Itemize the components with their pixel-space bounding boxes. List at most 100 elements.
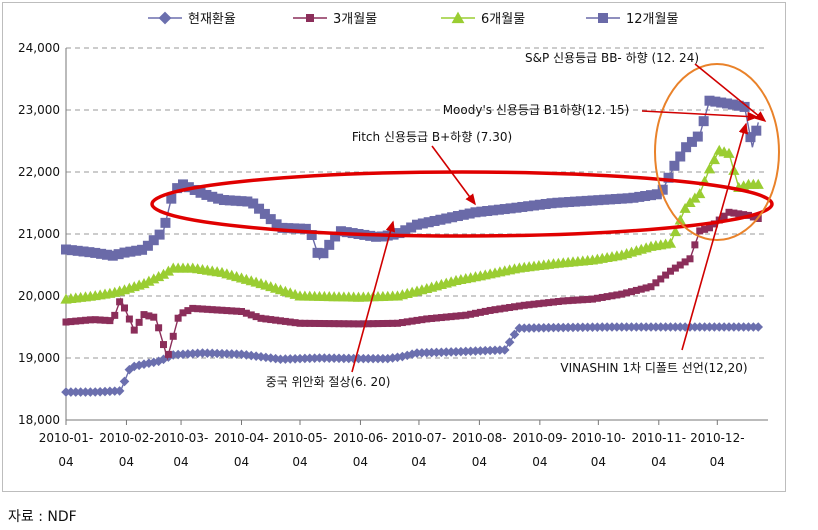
data-point — [679, 202, 691, 213]
data-point — [324, 239, 335, 250]
data-point — [608, 292, 616, 300]
data-point — [616, 322, 627, 332]
data-point — [540, 299, 548, 307]
data-point — [727, 99, 738, 110]
data-point — [481, 307, 489, 315]
data-point — [436, 347, 447, 358]
data-point — [441, 213, 452, 224]
data-point — [400, 225, 411, 236]
data-point — [723, 147, 735, 158]
data-point — [628, 192, 639, 203]
x-tick-label-day: 04 — [411, 455, 426, 469]
data-point — [312, 247, 323, 258]
data-point — [257, 314, 265, 322]
data-point — [335, 226, 346, 237]
y-tick-label: 24,000 — [18, 41, 60, 55]
data-point — [295, 223, 305, 234]
data-point — [139, 359, 149, 369]
data-point — [690, 322, 700, 332]
data-point — [665, 322, 676, 332]
data-point — [748, 322, 759, 332]
y-tick-label: 21,000 — [18, 227, 60, 241]
data-point — [598, 13, 608, 23]
data-point — [345, 320, 353, 328]
y-tick-label: 22,000 — [18, 165, 60, 179]
data-point — [587, 322, 598, 333]
data-point — [460, 346, 471, 357]
x-tick-label: 2010-05- — [273, 431, 327, 445]
data-point — [496, 305, 504, 313]
data-point — [456, 346, 466, 357]
x-tick-label: 2010-07- — [392, 431, 446, 445]
data-point — [75, 387, 86, 397]
data-point — [86, 316, 94, 324]
data-point — [325, 320, 333, 328]
data-point — [77, 317, 85, 325]
data-point — [162, 265, 174, 276]
data-point — [378, 353, 388, 364]
data-point — [96, 316, 104, 324]
grid-lines — [66, 47, 768, 359]
data-point — [720, 212, 728, 220]
data-point — [587, 195, 598, 206]
data-point — [470, 207, 481, 218]
data-point — [164, 350, 172, 358]
data-point — [242, 196, 253, 207]
data-point — [194, 305, 202, 313]
data-point — [174, 314, 182, 322]
x-tick-label: 2010-12- — [690, 431, 744, 445]
data-point — [137, 244, 148, 255]
annotation-arrow — [641, 110, 759, 122]
data-point — [530, 300, 538, 308]
legend-label: 12개월물 — [626, 12, 678, 27]
data-point — [335, 320, 343, 328]
annotation-text: Moody's 신용등급 B1하향(12. 15) — [443, 103, 630, 117]
data-point — [187, 348, 198, 359]
data-point — [618, 290, 626, 298]
data-point — [651, 322, 661, 332]
data-point — [655, 322, 666, 332]
data-point — [642, 284, 650, 292]
data-point — [452, 312, 460, 320]
data-point — [431, 347, 442, 358]
data-point — [387, 353, 398, 363]
data-point — [511, 202, 522, 213]
data-point — [242, 309, 250, 317]
legend-item-4: 12개월물 — [586, 12, 678, 27]
data-point — [554, 298, 562, 306]
data-point — [224, 195, 235, 206]
data-point — [248, 198, 259, 209]
data-point — [247, 311, 255, 319]
data-point — [114, 386, 125, 396]
data-point — [412, 348, 422, 358]
data-point — [417, 218, 428, 229]
data-point — [301, 319, 309, 327]
data-point — [739, 101, 750, 112]
data-point — [685, 322, 695, 332]
source-label: 자료 : NDF — [8, 509, 77, 525]
data-point — [148, 357, 159, 368]
data-point — [499, 204, 510, 215]
data-point — [488, 205, 499, 216]
data-point — [733, 322, 744, 332]
data-point — [564, 297, 572, 305]
data-point — [429, 215, 440, 226]
legend-item-3: 6개월물 — [441, 11, 525, 27]
data-point — [61, 387, 71, 397]
data-point — [523, 201, 534, 212]
data-point — [577, 322, 588, 333]
annotation-arrow — [351, 220, 396, 373]
data-point — [552, 197, 563, 208]
data-point — [364, 320, 372, 328]
data-point — [363, 353, 374, 364]
y-tick-label: 23,000 — [18, 103, 60, 117]
data-point — [343, 353, 354, 364]
data-point — [749, 213, 757, 221]
data-point — [607, 322, 617, 332]
data-point — [598, 293, 606, 301]
data-point — [238, 308, 245, 315]
data-point — [708, 154, 720, 165]
data-point — [534, 199, 545, 210]
data-point — [265, 214, 276, 225]
data-point — [511, 303, 518, 311]
